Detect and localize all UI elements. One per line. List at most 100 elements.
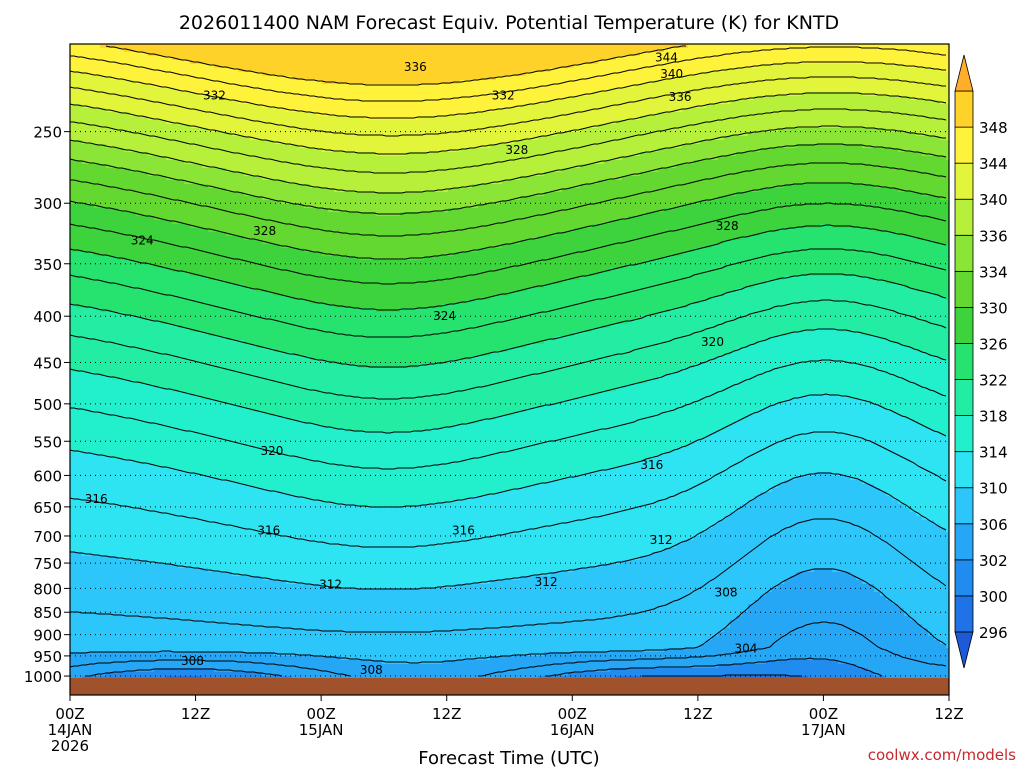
field-cell (154, 88, 161, 93)
field-cell (232, 376, 239, 381)
field-cell (232, 296, 239, 301)
field-cell (196, 180, 203, 185)
field-cell (160, 480, 167, 485)
field-cell (76, 580, 83, 585)
field-cell (124, 484, 131, 489)
field-cell (184, 476, 191, 481)
field-cell (184, 140, 191, 145)
field-cell (244, 440, 251, 445)
field-cell (94, 84, 101, 89)
field-cell (202, 324, 209, 329)
field-cell (118, 304, 125, 309)
field-cell (148, 204, 155, 209)
field-cell (178, 544, 185, 549)
field-cell (196, 408, 203, 413)
field-cell (196, 572, 203, 577)
field-cell (130, 132, 137, 137)
field-cell (166, 96, 173, 101)
field-cell (88, 412, 95, 417)
field-cell (190, 500, 197, 505)
field-cell (136, 628, 143, 633)
field-cell (238, 352, 245, 357)
field-cell (184, 168, 191, 173)
field-cell (136, 292, 143, 297)
field-cell (214, 476, 221, 481)
field-cell (184, 392, 191, 397)
field-cell (172, 120, 179, 125)
field-cell (76, 120, 83, 125)
field-cell (148, 328, 155, 333)
field-cell (202, 300, 209, 305)
field-cell (178, 404, 185, 409)
field-cell (136, 544, 143, 549)
field-cell (226, 672, 233, 677)
field-cell (220, 300, 227, 305)
field-cell (196, 288, 203, 293)
field-cell (250, 72, 257, 77)
field-cell (214, 356, 221, 361)
field-cell (220, 500, 227, 505)
field-cell (184, 660, 191, 665)
field-cell (202, 564, 209, 569)
field-cell (130, 192, 137, 197)
field-cell (196, 256, 203, 261)
field-cell (118, 672, 125, 677)
field-cell (238, 332, 245, 337)
field-cell (76, 640, 83, 645)
field-cell (76, 300, 83, 305)
field-cell (244, 348, 251, 353)
field-cell (94, 576, 101, 581)
field-cell (94, 456, 101, 461)
field-cell (214, 480, 221, 485)
field-cell (190, 168, 197, 173)
field-cell (226, 432, 233, 437)
field-cell (136, 508, 143, 513)
field-cell (226, 248, 233, 253)
field-cell (118, 368, 125, 373)
field-cell (124, 300, 131, 305)
field-cell (142, 400, 149, 405)
field-cell (82, 584, 89, 589)
field-cell (220, 212, 227, 217)
field-cell (178, 552, 185, 557)
field-cell (166, 372, 173, 377)
field-cell (172, 584, 179, 589)
field-cell (70, 192, 77, 197)
field-cell (196, 460, 203, 465)
field-cell (100, 608, 107, 613)
field-cell (94, 408, 101, 413)
field-cell (208, 152, 215, 157)
field-cell (250, 512, 257, 517)
field-cell (172, 240, 179, 245)
field-cell (136, 444, 143, 449)
field-cell (160, 280, 167, 285)
field-cell (148, 424, 155, 429)
field-cell (154, 584, 161, 589)
field-cell (166, 476, 173, 481)
field-cell (148, 292, 155, 297)
field-cell (154, 564, 161, 569)
field-cell (190, 412, 197, 417)
field-cell (172, 416, 179, 421)
field-cell (178, 456, 185, 461)
field-cell (112, 248, 119, 253)
field-cell (226, 564, 233, 569)
field-cell (118, 100, 125, 105)
field-cell (232, 600, 239, 605)
field-cell (178, 484, 185, 489)
field-cell (106, 540, 113, 545)
field-cell (76, 212, 83, 217)
field-cell (244, 420, 251, 425)
field-cell (88, 116, 95, 121)
field-cell (148, 372, 155, 377)
field-cell (160, 156, 167, 161)
field-cell (88, 132, 95, 137)
field-cell (130, 116, 137, 121)
field-cell (214, 632, 221, 637)
field-cell (232, 412, 239, 417)
field-cell (94, 60, 101, 65)
field-cell (166, 84, 173, 89)
field-cell (178, 496, 185, 501)
field-cell (196, 404, 203, 409)
field-cell (256, 116, 263, 121)
